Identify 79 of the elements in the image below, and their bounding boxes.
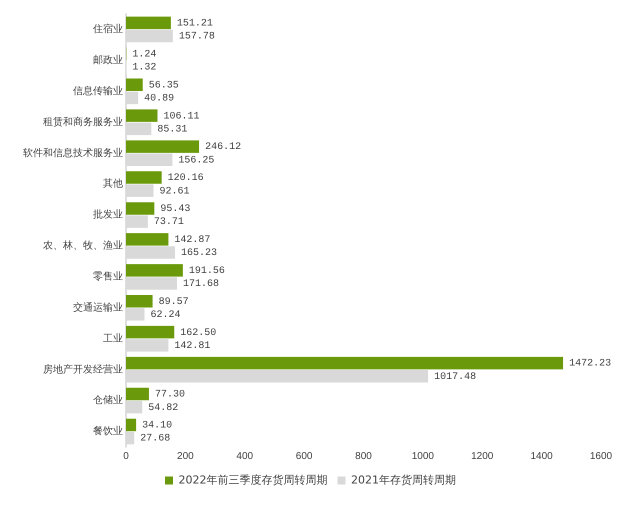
data-label: 1.24	[132, 49, 156, 60]
y-tick-label: 零售业	[93, 270, 123, 282]
bar	[126, 370, 428, 382]
bar	[126, 122, 152, 136]
data-label: 165.23	[181, 248, 218, 260]
x-tick-label: 200	[177, 450, 194, 462]
data-label: 73.71	[154, 217, 184, 228]
legend-label: 2021年存货周转周期	[351, 473, 456, 486]
data-label: 171.68	[182, 279, 219, 290]
bar	[126, 400, 142, 414]
bar	[126, 30, 173, 42]
data-label: 142.87	[174, 235, 210, 246]
data-label: 106.11	[164, 111, 200, 122]
y-tick-label: 餐饮业	[93, 425, 123, 438]
data-label: 95.43	[160, 204, 190, 216]
x-tick-label: 0	[123, 450, 130, 462]
bar	[126, 418, 136, 432]
bar	[126, 326, 174, 338]
data-label: 40.89	[144, 94, 174, 105]
y-tick-label: 信息传输业	[73, 84, 123, 97]
bar	[126, 184, 154, 197]
bar	[126, 264, 183, 277]
bar	[126, 432, 134, 444]
x-tick-label: 800	[355, 450, 372, 462]
bar	[126, 388, 149, 400]
x-tick-label: 1600	[590, 450, 613, 462]
data-label: 156.25	[178, 155, 214, 166]
bar	[126, 140, 200, 153]
y-tick-label: 交通运输业	[73, 301, 123, 314]
data-label: 27.68	[140, 434, 170, 445]
data-label: 157.78	[178, 32, 215, 43]
bar	[126, 233, 168, 246]
y-tick-label: 批发业	[93, 208, 123, 221]
y-tick-label: 邮政业	[93, 54, 123, 66]
bar	[126, 78, 143, 91]
data-label: 1.32	[132, 62, 156, 74]
bar	[126, 246, 176, 259]
y-tick-label: 其他	[103, 178, 123, 190]
data-label: 1017.48	[434, 372, 476, 383]
x-tick-label: 400	[236, 450, 254, 462]
data-label: 162.50	[180, 328, 216, 339]
bar	[126, 215, 148, 228]
y-tick-label: 房地产开发经营业	[43, 363, 123, 376]
data-label: 142.81	[174, 340, 210, 352]
bar	[126, 277, 177, 290]
bar	[126, 356, 564, 370]
bar	[126, 308, 144, 321]
x-tick-label: 600	[296, 450, 313, 462]
y-tick-label: 农、林、牧、渔业	[43, 240, 123, 252]
bar	[126, 171, 162, 184]
x-tick-label: 1400	[530, 450, 554, 462]
data-label: 77.30	[154, 390, 185, 401]
data-label: 34.10	[142, 420, 172, 432]
bar	[126, 154, 172, 166]
bar	[126, 16, 171, 30]
bar	[126, 339, 168, 352]
data-label: 151.21	[176, 18, 213, 30]
y-tick-label: 租赁和商务服务业	[43, 116, 123, 128]
x-tick-label: 1000	[412, 450, 434, 462]
bar	[126, 109, 158, 122]
data-label: 56.35	[148, 80, 179, 92]
y-tick-label: 软件和信息技术服务业	[23, 146, 123, 159]
data-label: 62.24	[150, 310, 180, 322]
legend-label: 2022年前三季度存货周转周期	[178, 473, 328, 486]
data-label: 246.12	[205, 142, 242, 154]
data-label: 92.61	[159, 186, 190, 198]
data-label: 191.56	[188, 266, 225, 277]
data-label: 120.16	[168, 173, 204, 184]
y-tick-label: 工业	[103, 332, 123, 344]
x-tick-label: 1200	[471, 450, 494, 462]
bar	[126, 295, 153, 308]
data-label: 54.82	[148, 402, 178, 414]
data-label: 89.57	[158, 296, 189, 308]
data-label: 85.31	[157, 124, 188, 136]
bar	[126, 202, 154, 215]
bar	[126, 92, 138, 104]
y-tick-label: 住宿业	[93, 23, 123, 36]
data-label: 1472.23	[569, 358, 612, 370]
y-tick-label: 仓储业	[93, 394, 123, 406]
